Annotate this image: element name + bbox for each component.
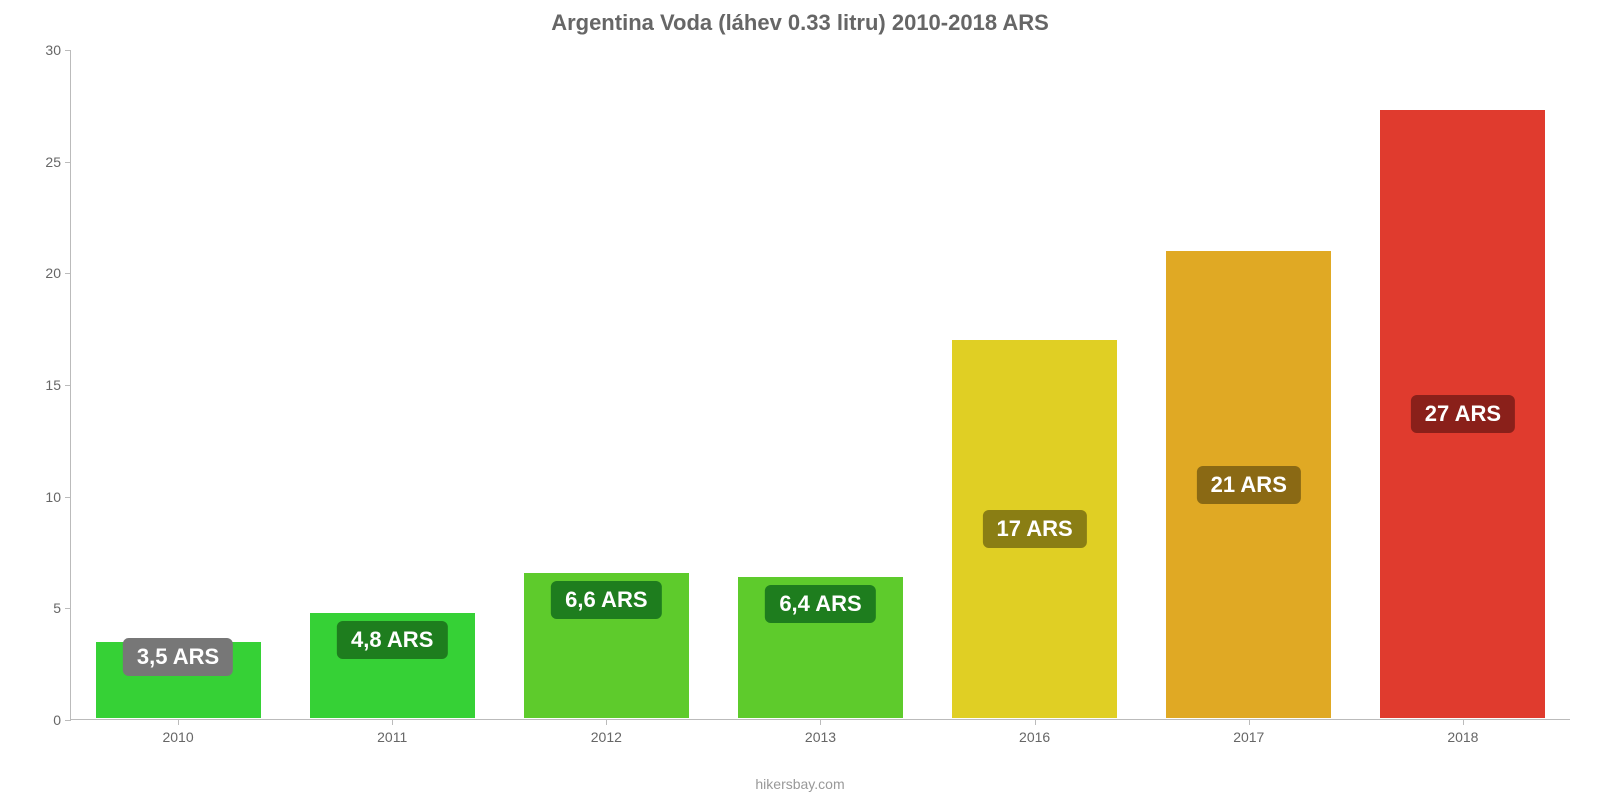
bar: 4,8 ARS bbox=[309, 612, 476, 719]
bar: 6,4 ARS bbox=[737, 576, 904, 719]
bar-value-label: 6,6 ARS bbox=[551, 581, 661, 619]
x-tick-label: 2012 bbox=[591, 719, 622, 745]
x-tick-label: 2016 bbox=[1019, 719, 1050, 745]
bar-value-label: 21 ARS bbox=[1197, 466, 1301, 504]
x-tick-label: 2013 bbox=[805, 719, 836, 745]
chart-footer: hikersbay.com bbox=[0, 776, 1600, 792]
bars-row: 3,5 ARS20104,8 ARS20116,6 ARS20126,4 ARS… bbox=[71, 50, 1570, 719]
bar-value-label: 17 ARS bbox=[983, 510, 1087, 548]
y-tick-mark bbox=[65, 720, 71, 721]
bar-slot: 17 ARS2016 bbox=[928, 50, 1142, 719]
x-tick-label: 2011 bbox=[377, 719, 407, 745]
chart-title: Argentina Voda (láhev 0.33 litru) 2010-2… bbox=[0, 0, 1600, 36]
bar-slot: 4,8 ARS2011 bbox=[285, 50, 499, 719]
y-tick-mark bbox=[65, 50, 71, 51]
bar-value-label: 3,5 ARS bbox=[123, 638, 233, 676]
y-tick-mark bbox=[65, 608, 71, 609]
y-tick-mark bbox=[65, 497, 71, 498]
bar-slot: 21 ARS2017 bbox=[1142, 50, 1356, 719]
bar: 3,5 ARS bbox=[95, 641, 262, 719]
bar: 6,6 ARS bbox=[523, 572, 690, 719]
bar-slot: 27 ARS2018 bbox=[1356, 50, 1570, 719]
bar: 21 ARS bbox=[1165, 250, 1332, 719]
bar-slot: 6,6 ARS2012 bbox=[499, 50, 713, 719]
bar: 27 ARS bbox=[1379, 109, 1546, 719]
bar: 17 ARS bbox=[951, 339, 1118, 719]
chart-container: Argentina Voda (láhev 0.33 litru) 2010-2… bbox=[0, 0, 1600, 800]
x-tick-label: 2018 bbox=[1447, 719, 1478, 745]
y-tick-mark bbox=[65, 385, 71, 386]
y-tick-mark bbox=[65, 273, 71, 274]
plot-area: 3,5 ARS20104,8 ARS20116,6 ARS20126,4 ARS… bbox=[70, 50, 1570, 720]
bar-value-label: 27 ARS bbox=[1411, 395, 1515, 433]
bar-slot: 3,5 ARS2010 bbox=[71, 50, 285, 719]
y-tick-mark bbox=[65, 162, 71, 163]
x-tick-label: 2017 bbox=[1233, 719, 1264, 745]
bar-slot: 6,4 ARS2013 bbox=[713, 50, 927, 719]
bar-value-label: 4,8 ARS bbox=[337, 621, 447, 659]
x-tick-label: 2010 bbox=[162, 719, 193, 745]
bar-value-label: 6,4 ARS bbox=[765, 585, 875, 623]
